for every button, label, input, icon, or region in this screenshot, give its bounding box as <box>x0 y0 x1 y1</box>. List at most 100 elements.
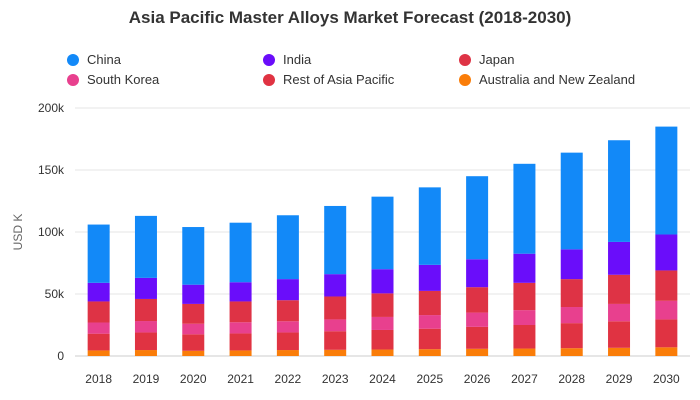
bar-segment-china-2029[interactable] <box>608 140 631 242</box>
bar-segment-india-2018[interactable] <box>87 282 110 302</box>
bar-segment-rest-of-asia-pacific-2024[interactable] <box>371 329 394 350</box>
bar-segment-japan-2029[interactable] <box>608 274 631 304</box>
bar-segment-japan-2020[interactable] <box>182 303 205 324</box>
x-tick-label: 2018 <box>85 372 112 386</box>
bar-segment-rest-of-asia-pacific-2019[interactable] <box>134 332 157 351</box>
bar-segment-rest-of-asia-pacific-2026[interactable] <box>466 326 489 349</box>
bar-segment-india-2022[interactable] <box>276 279 299 301</box>
bar-segment-rest-of-asia-pacific-2027[interactable] <box>513 325 536 349</box>
bar-segment-south-korea-2030[interactable] <box>655 300 678 320</box>
bar-segment-south-korea-2018[interactable] <box>87 322 110 334</box>
bar-segment-india-2028[interactable] <box>560 249 583 280</box>
bar-segment-rest-of-asia-pacific-2029[interactable] <box>608 321 631 348</box>
y-axis: 0 50k 100k 150k 200k <box>38 101 65 363</box>
x-axis: 2018 2019 2020 2021 2022 2023 2024 2025 2026 2027… <box>85 372 680 386</box>
bar-segment-china-2030[interactable] <box>655 126 678 235</box>
bar-segment-australia-and-new-zealand-2030[interactable] <box>655 347 678 356</box>
bar-segment-japan-2024[interactable] <box>371 293 394 317</box>
bar-segment-south-korea-2029[interactable] <box>608 303 631 322</box>
legend-swatch-china <box>67 53 79 66</box>
bar-segment-china-2027[interactable] <box>513 163 536 254</box>
x-tick-label: 2023 <box>322 372 349 386</box>
bar-segment-rest-of-asia-pacific-2018[interactable] <box>87 333 110 351</box>
bar-segment-india-2024[interactable] <box>371 269 394 294</box>
bar-segment-south-korea-2028[interactable] <box>560 307 583 324</box>
bar-segment-india-2020[interactable] <box>182 284 205 304</box>
bar-segment-south-korea-2021[interactable] <box>229 322 252 334</box>
bar-segment-rest-of-asia-pacific-2022[interactable] <box>276 332 299 351</box>
legend-swatch-south-korea <box>67 73 79 86</box>
bar-segment-australia-and-new-zealand-2022[interactable] <box>276 350 299 356</box>
bar-segment-china-2022[interactable] <box>276 215 299 280</box>
bar-segment-australia-and-new-zealand-2020[interactable] <box>182 350 205 356</box>
bar-segment-south-korea-2027[interactable] <box>513 310 536 325</box>
bar-segment-india-2019[interactable] <box>134 277 157 299</box>
chart-title: Asia Pacific Master Alloys Market Foreca… <box>128 8 572 27</box>
legend-swatch-rest-of-asia-pacific <box>263 73 275 86</box>
bar-segment-australia-and-new-zealand-2026[interactable] <box>466 348 489 356</box>
bar-segment-south-korea-2025[interactable] <box>418 315 441 329</box>
legend-item-china[interactable]: China <box>67 52 121 67</box>
bar-segment-australia-and-new-zealand-2021[interactable] <box>229 350 252 356</box>
bar-segment-china-2026[interactable] <box>466 176 489 260</box>
bar-segment-india-2026[interactable] <box>466 259 489 288</box>
bars <box>87 126 678 356</box>
bar-segment-china-2028[interactable] <box>560 152 583 250</box>
legend-item-rest-of-asia-pacific[interactable]: Rest of Asia Pacific <box>263 72 394 87</box>
bar-segment-rest-of-asia-pacific-2021[interactable] <box>229 333 252 351</box>
x-tick-label: 2030 <box>653 372 680 386</box>
legend-item-india[interactable]: India <box>263 52 311 67</box>
bar-segment-rest-of-asia-pacific-2025[interactable] <box>418 328 441 350</box>
bar-segment-japan-2022[interactable] <box>276 300 299 322</box>
bar-segment-india-2029[interactable] <box>608 241 631 275</box>
bar-segment-australia-and-new-zealand-2018[interactable] <box>87 350 110 356</box>
bar-segment-australia-and-new-zealand-2029[interactable] <box>608 347 631 356</box>
legend-item-japan[interactable]: Japan <box>459 52 514 67</box>
bar-segment-china-2021[interactable] <box>229 222 252 283</box>
bar-segment-china-2018[interactable] <box>87 224 110 283</box>
bar-segment-south-korea-2023[interactable] <box>324 319 347 332</box>
bar-segment-japan-2018[interactable] <box>87 301 110 323</box>
bar-segment-south-korea-2020[interactable] <box>182 323 205 335</box>
bar-segment-rest-of-asia-pacific-2028[interactable] <box>560 323 583 349</box>
bar-segment-china-2019[interactable] <box>134 215 157 278</box>
bar-segment-australia-and-new-zealand-2028[interactable] <box>560 348 583 356</box>
bar-segment-south-korea-2026[interactable] <box>466 312 489 327</box>
bar-segment-rest-of-asia-pacific-2030[interactable] <box>655 319 678 348</box>
bar-segment-australia-and-new-zealand-2024[interactable] <box>371 349 394 356</box>
bar-segment-rest-of-asia-pacific-2023[interactable] <box>324 331 347 350</box>
legend-swatch-australia-and-new-zealand <box>459 73 471 86</box>
x-tick-label: 2029 <box>606 372 633 386</box>
bar-segment-australia-and-new-zealand-2025[interactable] <box>418 349 441 356</box>
x-tick-label: 2026 <box>464 372 491 386</box>
y-axis-label: USD K <box>11 214 25 251</box>
bar-segment-japan-2028[interactable] <box>560 279 583 308</box>
bar-segment-india-2030[interactable] <box>655 234 678 271</box>
bar-segment-japan-2019[interactable] <box>134 298 157 322</box>
bar-segment-south-korea-2019[interactable] <box>134 321 157 333</box>
bar-segment-india-2025[interactable] <box>418 264 441 291</box>
bar-segment-japan-2021[interactable] <box>229 301 252 323</box>
bar-segment-japan-2025[interactable] <box>418 290 441 316</box>
bar-segment-india-2023[interactable] <box>324 274 347 297</box>
bar-segment-china-2024[interactable] <box>371 196 394 270</box>
legend-label-china: China <box>87 52 121 67</box>
bar-segment-japan-2026[interactable] <box>466 287 489 313</box>
bar-segment-australia-and-new-zealand-2023[interactable] <box>324 349 347 356</box>
y-tick-label: 100k <box>38 225 65 239</box>
bar-segment-japan-2023[interactable] <box>324 296 347 320</box>
bar-segment-china-2020[interactable] <box>182 227 205 285</box>
bar-segment-japan-2030[interactable] <box>655 270 678 301</box>
bar-segment-india-2021[interactable] <box>229 282 252 302</box>
bar-segment-india-2027[interactable] <box>513 253 536 283</box>
bar-segment-japan-2027[interactable] <box>513 282 536 311</box>
legend-item-australia-and-new-zealand[interactable]: Australia and New Zealand <box>459 72 635 87</box>
bar-segment-australia-and-new-zealand-2027[interactable] <box>513 348 536 356</box>
bar-segment-china-2023[interactable] <box>324 205 347 275</box>
legend-item-south-korea[interactable]: South Korea <box>67 72 159 87</box>
bar-segment-south-korea-2024[interactable] <box>371 316 394 330</box>
bar-segment-china-2025[interactable] <box>418 187 441 265</box>
bar-segment-rest-of-asia-pacific-2020[interactable] <box>182 334 205 351</box>
bar-segment-australia-and-new-zealand-2019[interactable] <box>134 350 157 356</box>
bar-segment-south-korea-2022[interactable] <box>276 321 299 333</box>
